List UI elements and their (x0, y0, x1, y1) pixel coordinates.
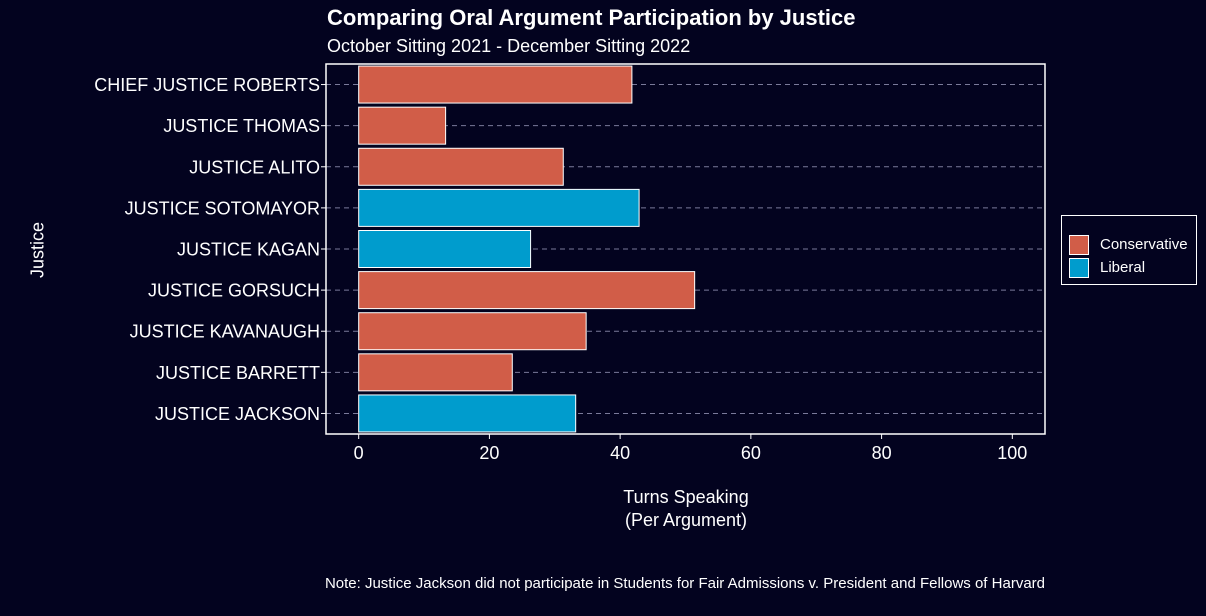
bar-justice-barrett (358, 353, 513, 392)
legend: Conservative Liberal (1061, 215, 1197, 285)
bar-justice-kavanaugh (358, 312, 587, 351)
y-tick-label: JUSTICE ALITO (189, 157, 320, 177)
chart-title: Comparing Oral Argument Participation by… (327, 5, 856, 30)
legend-label-liberal: Liberal (1100, 259, 1146, 276)
x-tick-label: 20 (479, 443, 499, 463)
footnote: Note: Justice Jackson did not participat… (324, 575, 1045, 592)
y-tick-label: JUSTICE THOMAS (163, 116, 320, 136)
legend-label-conservative: Conservative (1100, 236, 1188, 253)
legend-swatch-conservative (1069, 234, 1089, 255)
legend-item-conservative: Conservative (1069, 233, 1196, 256)
x-tick-label: 0 (354, 443, 364, 463)
x-tick-label: 100 (997, 443, 1027, 463)
x-axis-title: Turns Speaking (Per Argument) (623, 486, 748, 532)
y-tick-label: JUSTICE KAVANAUGH (130, 322, 320, 342)
x-tick-label: 60 (741, 443, 761, 463)
bar-justice-gorsuch (358, 271, 696, 310)
x-tick-label: 40 (610, 443, 630, 463)
y-tick-label: JUSTICE BARRETT (156, 363, 320, 383)
x-axis-title-line2: (Per Argument) (624, 510, 748, 530)
bar-justice-kagan (358, 230, 532, 268)
y-axis-title: Justice (27, 221, 48, 279)
y-tick-label: JUSTICE JACKSON (155, 404, 320, 424)
y-tick-label: JUSTICE KAGAN (177, 240, 320, 260)
y-tick-label: JUSTICE SOTOMAYOR (125, 198, 320, 218)
y-tick-label: JUSTICE GORSUCH (148, 281, 320, 301)
x-axis-title-line1: Turns Speaking (623, 487, 749, 507)
bar-justice-alito (358, 147, 564, 186)
x-tick-label: 80 (872, 443, 892, 463)
bar-chief-justice-roberts (358, 65, 633, 104)
bar-justice-jackson (358, 394, 577, 433)
legend-swatch-liberal (1069, 257, 1089, 278)
legend-item-liberal: Liberal (1069, 256, 1196, 279)
bar-justice-sotomayor (358, 188, 640, 227)
bar-justice-thomas (358, 106, 447, 145)
y-tick-label: CHIEF JUSTICE ROBERTS (94, 75, 320, 95)
chart-subtitle: October Sitting 2021 - December Sitting … (327, 36, 691, 56)
